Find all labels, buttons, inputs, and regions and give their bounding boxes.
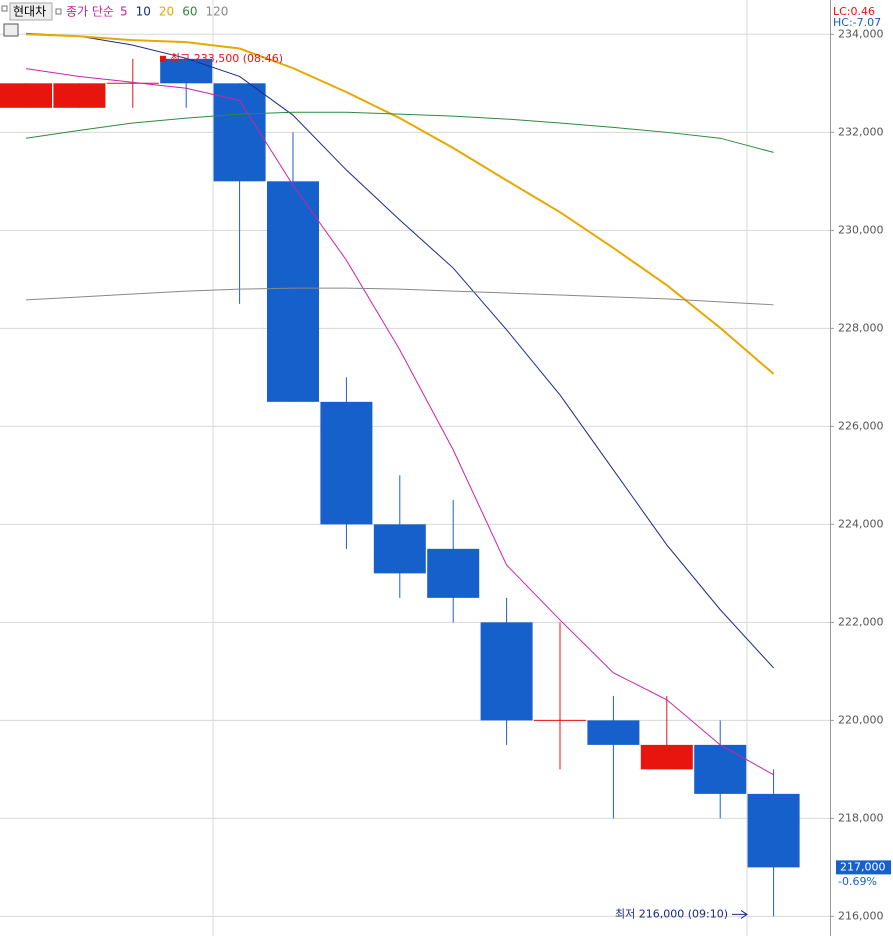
last-price-label: 217,000 [840, 860, 886, 873]
high-annotation: 최고 233,500 (08:46) [170, 52, 283, 65]
candle-body [587, 720, 640, 745]
ma-line [25, 68, 774, 776]
legend-entry: 10 [136, 5, 151, 19]
candle-body [694, 744, 747, 794]
icon [55, 8, 62, 15]
ma-line [25, 287, 774, 306]
candle-body [480, 622, 533, 721]
y-tick-label: 232,000 [838, 125, 884, 138]
stock-name: 현대차 [13, 5, 46, 19]
ma-line [25, 33, 775, 375]
change-label: -0.69% [838, 875, 877, 888]
stock-box[interactable] [9, 2, 53, 21]
candle-body [747, 793, 800, 868]
candle-body [0, 83, 52, 108]
y-tick-label: 224,000 [838, 517, 884, 530]
candle-body [373, 524, 426, 574]
ma-line [25, 32, 774, 669]
y-tick-label: 218,000 [838, 811, 884, 824]
hc-label: HC:-7.07 [833, 16, 881, 29]
y-tick-label: 228,000 [838, 321, 884, 334]
low-arrow [732, 909, 748, 919]
low-annotation: 최저 216,000 (09:10) [615, 907, 728, 920]
y-tick-label: 216,000 [838, 909, 884, 922]
legend-entry: 5 [120, 5, 128, 19]
y-tick-label: 234,000 [838, 27, 884, 40]
candle-body [640, 744, 693, 770]
candle-body [160, 58, 213, 84]
legend-entry: 120 [205, 5, 228, 19]
high-marker [160, 55, 166, 62]
ma-line [25, 111, 774, 153]
candle-body [53, 83, 106, 108]
lc-label: LC:0.46 [833, 5, 875, 18]
legend-entry: 20 [159, 5, 174, 19]
last-price-box [836, 860, 891, 875]
table-icon[interactable] [3, 23, 19, 37]
legend-entry: 60 [182, 5, 197, 19]
candle-body [267, 181, 319, 402]
candle-body [320, 401, 373, 525]
y-tick-label: 226,000 [838, 419, 884, 432]
y-tick-label: 230,000 [838, 223, 884, 236]
candle-body [427, 548, 480, 598]
plot [0, 32, 830, 917]
y-tick-label: 222,000 [838, 615, 884, 628]
candle-body [213, 83, 266, 182]
y-tick-label: 220,000 [838, 713, 884, 726]
ma-label: 종가 단순 [66, 5, 114, 19]
icon [1, 5, 8, 12]
